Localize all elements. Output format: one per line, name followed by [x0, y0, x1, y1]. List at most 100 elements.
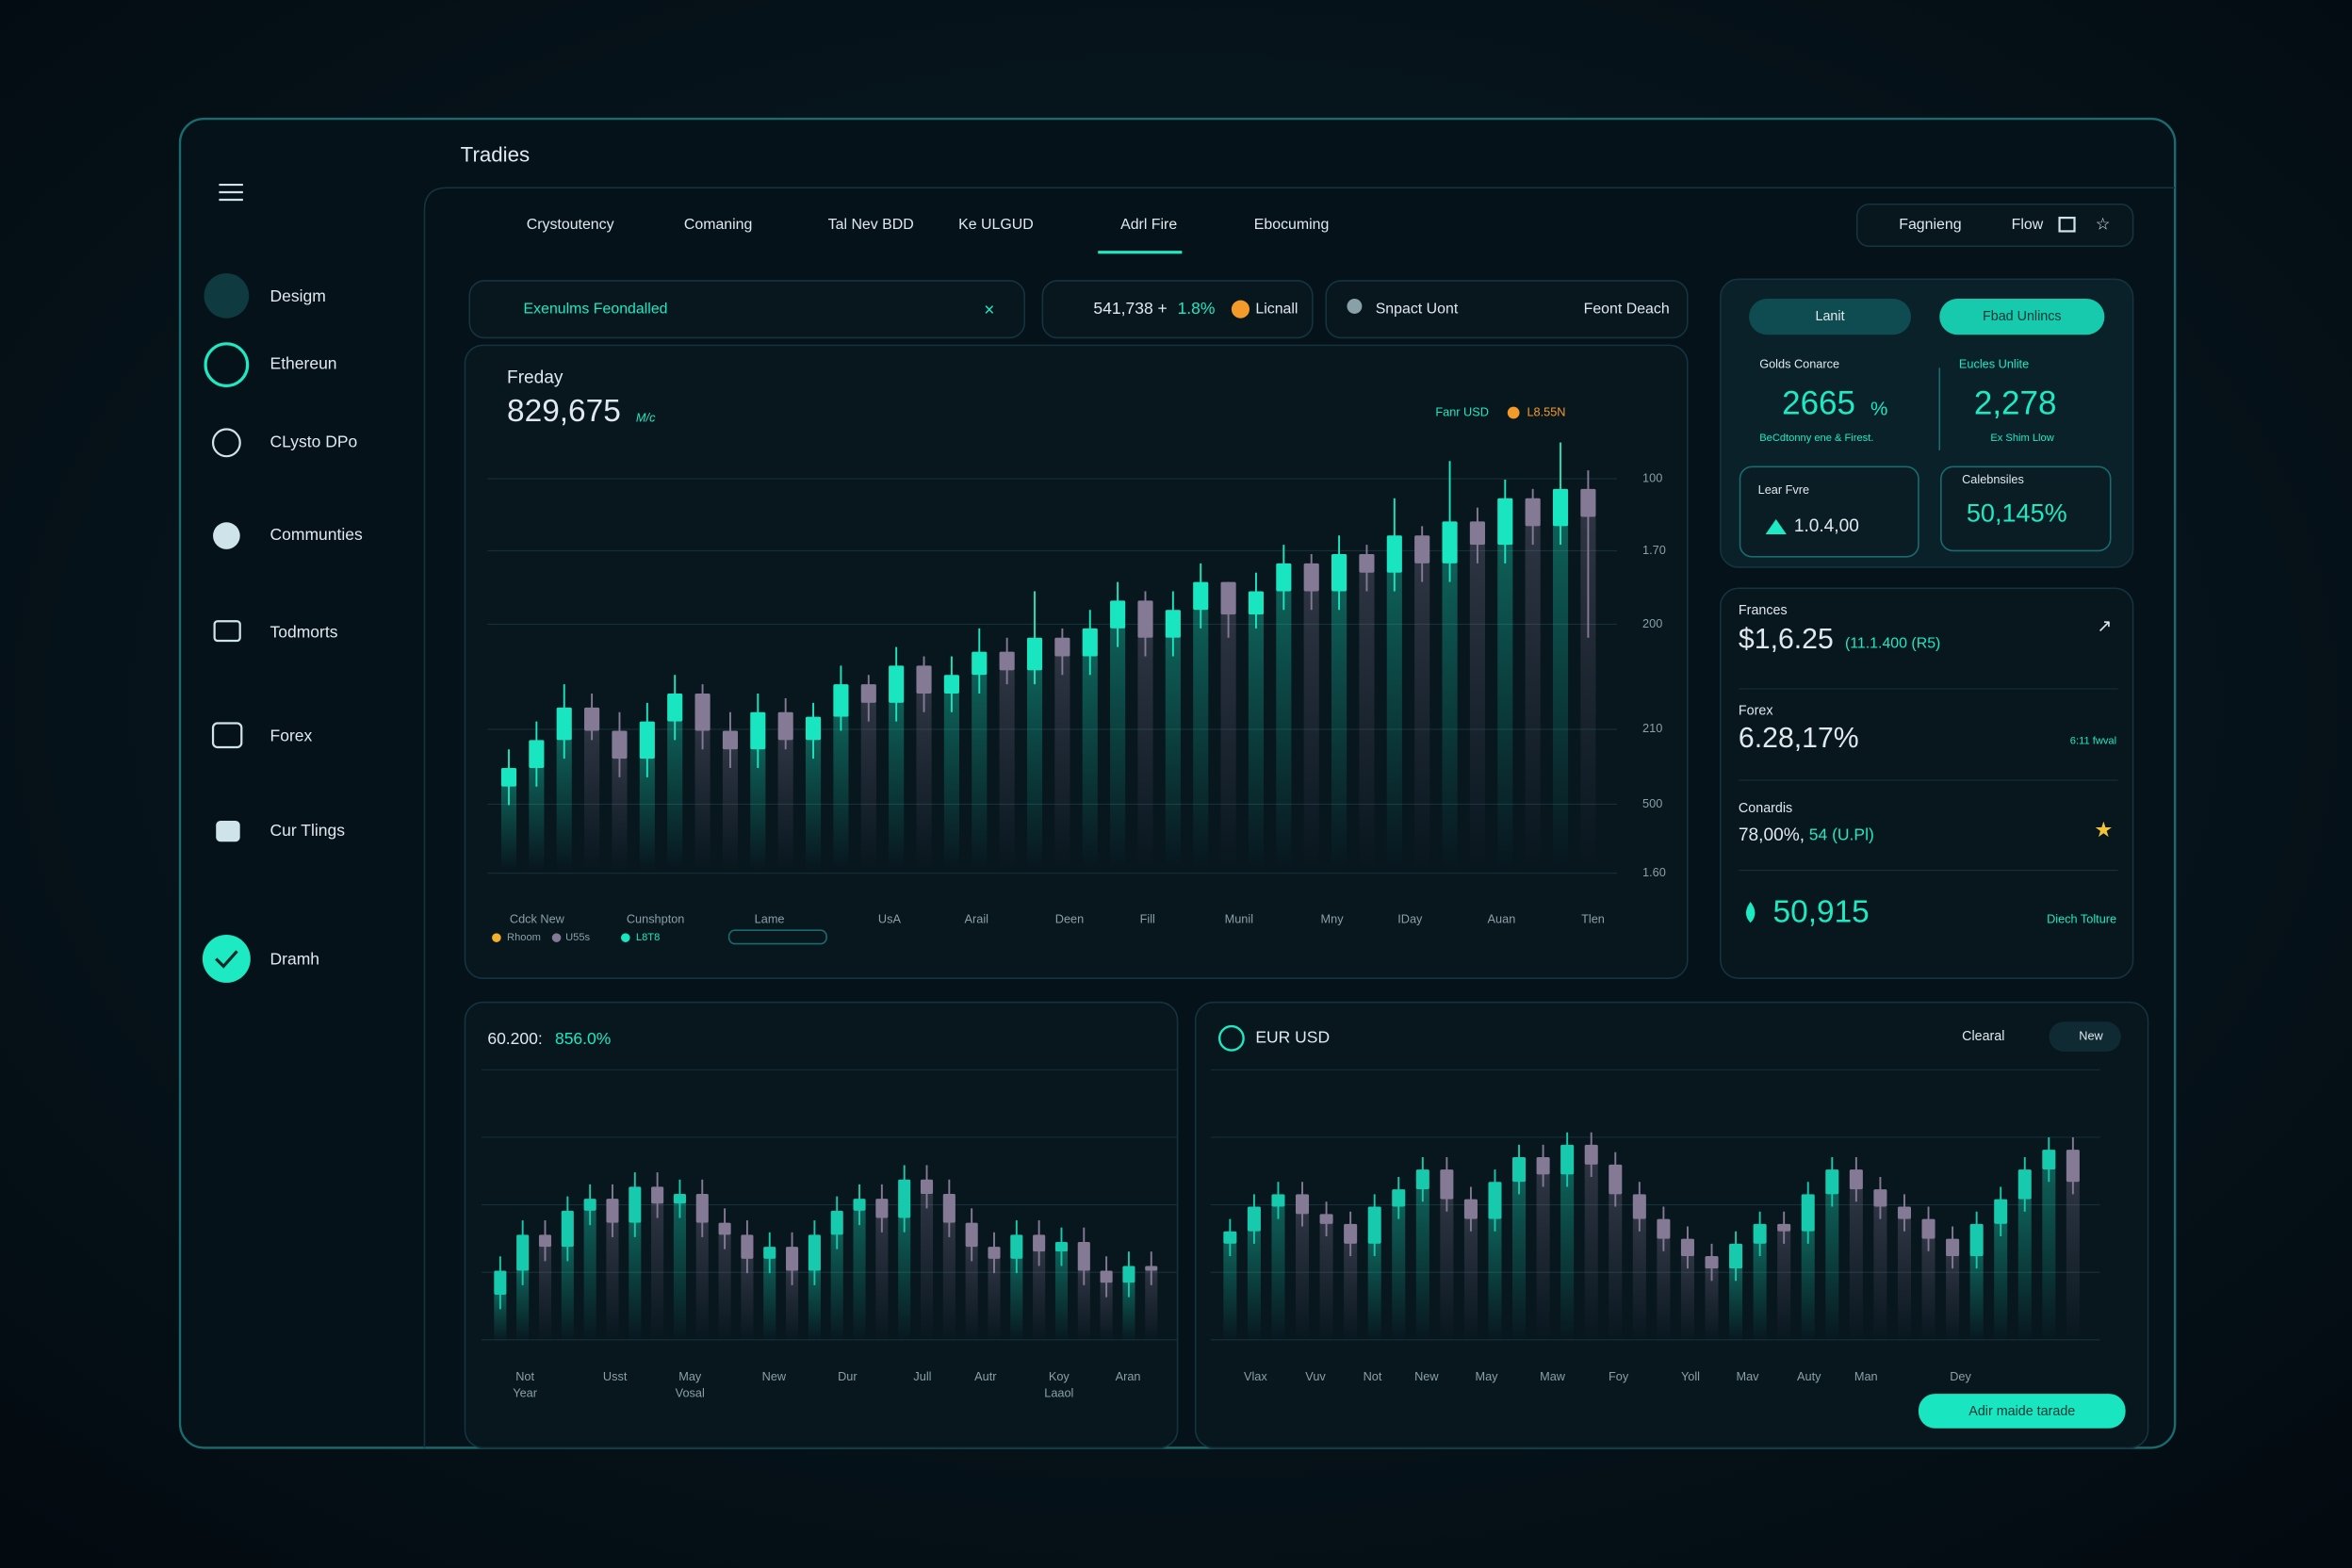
candle-body — [1580, 488, 1596, 517]
candle — [1560, 1132, 1575, 1343]
tab[interactable]: Adrl Fire — [1120, 217, 1177, 233]
candle-body — [556, 707, 572, 741]
arrow-icon[interactable]: ↗ — [2097, 617, 2112, 637]
candle — [853, 1184, 866, 1343]
chart-title: 829,675 — [507, 394, 621, 429]
candle-glow — [1137, 637, 1153, 871]
x-tick-label: IDay — [1397, 911, 1423, 925]
nav-item[interactable]: Ethereun — [270, 354, 337, 373]
candle — [1680, 1226, 1694, 1343]
candle-body — [1753, 1223, 1767, 1244]
nav-item[interactable]: Forex — [270, 726, 313, 744]
candle-glow — [1082, 656, 1098, 871]
candle-body — [853, 1199, 866, 1211]
search-bar[interactable] — [468, 280, 1026, 339]
candle-glow — [606, 1222, 619, 1343]
button[interactable] — [1749, 299, 1911, 335]
candle-body — [1680, 1238, 1694, 1257]
candle-glow — [1110, 628, 1126, 871]
candle-body — [694, 694, 710, 731]
tab[interactable]: Comaning — [684, 217, 753, 233]
toolbar-flow[interactable]: Flow — [2012, 217, 2044, 233]
x-tick-label: Cunshpton — [627, 911, 685, 925]
toolbar-icon[interactable] — [2058, 216, 2076, 233]
tab[interactable]: Ke ULGUD — [958, 217, 1034, 233]
profile-name[interactable]: Snpact Uont — [1376, 301, 1459, 317]
candle-glow — [516, 1270, 530, 1343]
candle-glow — [673, 1203, 686, 1343]
x-tick-label: Usst — [603, 1369, 628, 1383]
candle-body — [494, 1270, 507, 1296]
candle — [1367, 1194, 1381, 1343]
candle-body — [1488, 1182, 1502, 1219]
candle-glow — [1440, 1199, 1454, 1343]
nav-item[interactable]: Desigm — [270, 286, 326, 305]
candle — [722, 711, 739, 871]
toolbar-search[interactable]: Fagnieng — [1899, 217, 1961, 233]
candle-glow — [1344, 1243, 1358, 1343]
candle — [1100, 1256, 1113, 1343]
candle — [805, 702, 822, 871]
filter[interactable]: Clearal — [1962, 1029, 2004, 1044]
profile-action[interactable]: Feont Deach — [1584, 301, 1670, 317]
nav-item[interactable]: CLysto DPo — [270, 432, 358, 450]
nav-item[interactable]: Communties — [270, 525, 363, 544]
candle — [639, 702, 655, 871]
x-tick-label: Not — [515, 1369, 534, 1383]
candle-body — [667, 694, 683, 722]
tab[interactable]: Crystoutency — [527, 217, 614, 233]
candle — [2042, 1136, 2056, 1343]
candle-glow — [1100, 1282, 1113, 1343]
candle — [673, 1179, 686, 1343]
candle-body — [500, 767, 517, 787]
candle — [988, 1232, 1001, 1343]
badge-label[interactable]: New — [2079, 1029, 2103, 1043]
star-icon[interactable]: ☆ — [2096, 215, 2111, 234]
candle-body — [1331, 553, 1348, 592]
star-icon[interactable]: ★ — [2094, 818, 2113, 841]
x-tick-label: UsA — [878, 911, 902, 925]
candle-body — [943, 675, 959, 694]
nav-item[interactable]: Cur Tlings — [270, 821, 346, 840]
summary-value: 50,915 — [1773, 895, 1870, 930]
candle-body — [538, 1234, 552, 1248]
range-slider[interactable] — [727, 929, 827, 945]
candle-glow — [1303, 591, 1319, 871]
candle — [494, 1256, 507, 1343]
button-label[interactable]: Adir maide tarade — [1968, 1404, 2075, 1419]
nav-icon — [213, 620, 241, 643]
button-label[interactable]: Lanit — [1816, 309, 1845, 324]
candle-glow — [1054, 656, 1070, 871]
page-title: Tradies — [461, 143, 530, 167]
nav-item[interactable]: Todmorts — [270, 623, 338, 642]
button-label[interactable]: Fbad Unlincs — [1983, 309, 2062, 324]
tabs: Crystoutency Comaning Tal Nev BDD Ke ULG… — [527, 217, 1330, 254]
candle-body — [516, 1234, 530, 1271]
candle-glow — [853, 1210, 866, 1343]
close-icon[interactable]: × — [984, 301, 994, 320]
badge[interactable] — [2049, 1021, 2121, 1053]
candle-glow — [529, 767, 545, 871]
candle-body — [1946, 1238, 1960, 1257]
chart-subtitle: Freday — [507, 368, 564, 387]
candle-glow — [972, 675, 988, 871]
button[interactable] — [1918, 1394, 2126, 1429]
tab[interactable]: Tal Nev BDD — [828, 217, 914, 233]
candle-glow — [889, 702, 905, 871]
candle — [808, 1220, 821, 1343]
candle — [1897, 1194, 1911, 1343]
x-tick-label: Year — [513, 1385, 537, 1399]
candle — [1386, 498, 1402, 871]
legend-item: L8.55N — [1527, 404, 1565, 418]
menu-icon[interactable] — [219, 183, 243, 202]
search-text[interactable]: Exenulms Feondalled — [524, 301, 668, 317]
tab[interactable]: Ebocuming — [1254, 217, 1330, 233]
stat-value: 1.0.4,00 — [1794, 516, 1859, 536]
button[interactable] — [1939, 299, 2105, 335]
candle — [1145, 1251, 1158, 1343]
content-border — [423, 187, 2176, 1448]
candle-body — [833, 684, 849, 717]
nav-item[interactable]: Dramh — [270, 950, 320, 969]
candle-glow — [830, 1234, 843, 1343]
candle-glow — [1488, 1218, 1502, 1343]
